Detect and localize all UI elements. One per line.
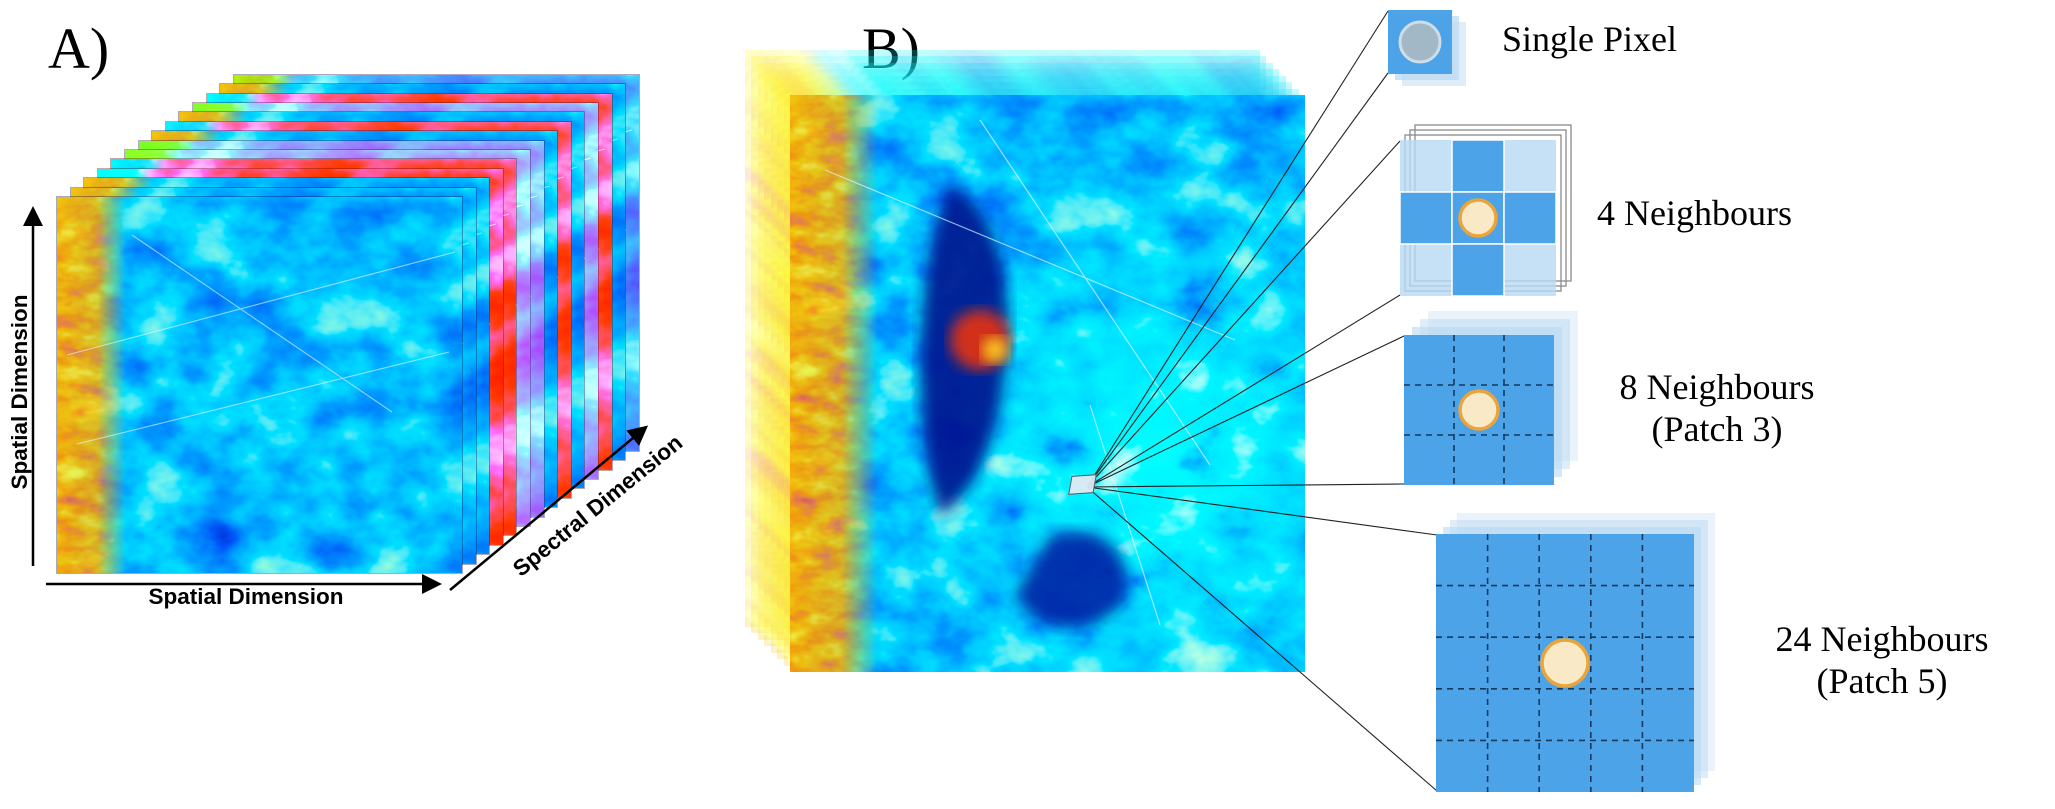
single-pixel-label: Single Pixel — [1502, 19, 1678, 59]
twentyfour-neighbours-label-line2: (Patch 5) — [1816, 661, 1948, 702]
panel-b: B) — [720, 0, 1380, 809]
eight-neighbours-label-line2: (Patch 3) — [1651, 409, 1783, 450]
four-neighbours-diagram — [1399, 124, 1572, 297]
patch3-grid — [1404, 335, 1554, 485]
eight-neighbours-diagram — [1404, 311, 1578, 485]
panel-a: A) Spatial Dimension Spatial Dimension S… — [0, 0, 720, 809]
corner-cell — [1504, 140, 1556, 192]
single-pixel-diagram — [1388, 10, 1466, 86]
corner-cell — [1504, 244, 1556, 296]
eight-neighbours-label-line1: 8 Neighbours — [1619, 367, 1815, 407]
twentyfour-neighbours-label: 24 Neighbours (Patch 5) — [1752, 618, 2012, 702]
patch-legend: Single Pixel 4 Neighbours — [1380, 0, 2055, 809]
twentyfour-neighbours-label-line1: 24 Neighbours — [1775, 619, 1989, 659]
y-axis-label: Spatial Dimension — [7, 294, 32, 490]
twentyfour-neighbours-diagram — [1436, 513, 1715, 792]
corner-cell — [1400, 244, 1452, 296]
neighbour-cell — [1503, 191, 1557, 245]
panel-a-label: A) — [48, 16, 110, 81]
center-pixel-circle-icon — [1458, 389, 1500, 431]
selected-pixel-marker — [1068, 474, 1097, 495]
hyperspectral-image-b — [740, 45, 1370, 690]
neighbour-cell — [1399, 191, 1453, 245]
single-pixel-circle-icon — [1398, 20, 1442, 64]
neighbour-cell — [1451, 139, 1505, 193]
spectral-band-layer — [790, 95, 1305, 672]
patch5-grid — [1436, 534, 1694, 792]
spectral-band-layer — [56, 196, 463, 574]
x-axis-label: Spatial Dimension — [148, 584, 344, 609]
center-pixel-circle-icon — [1458, 198, 1498, 238]
neighbour-cell — [1451, 243, 1505, 297]
eight-neighbours-label: 8 Neighbours (Patch 3) — [1592, 366, 1842, 450]
four-neighbours-label: 4 Neighbours — [1597, 193, 1792, 233]
corner-cell — [1400, 140, 1452, 192]
center-pixel-circle-icon — [1540, 638, 1590, 688]
